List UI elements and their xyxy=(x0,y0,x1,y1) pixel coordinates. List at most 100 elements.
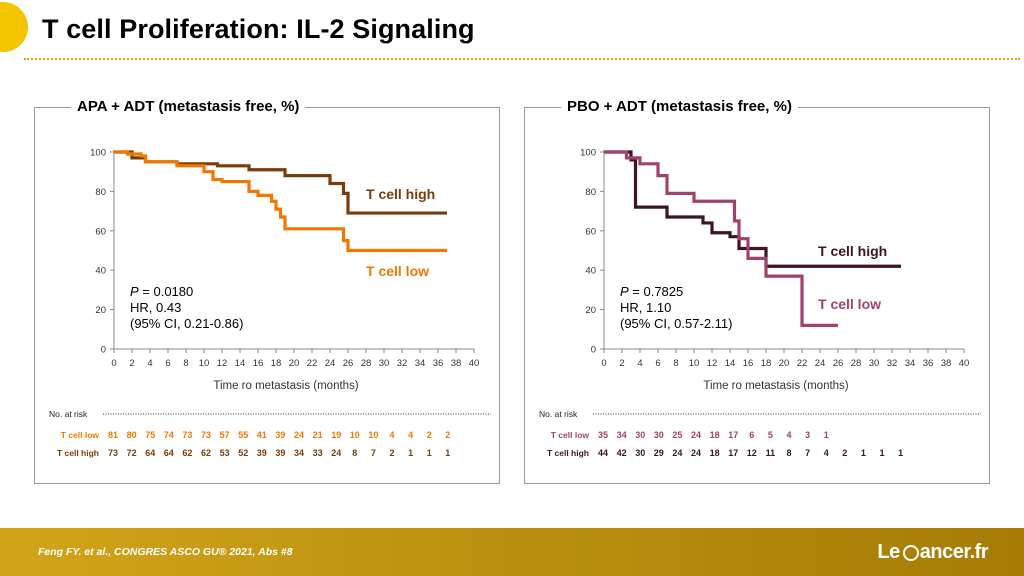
risk-value: 2 xyxy=(427,430,432,440)
series-label-t-cell-high: T cell high xyxy=(366,186,435,202)
x-tick-label: 38 xyxy=(941,358,952,369)
x-tick-label: 38 xyxy=(451,358,462,369)
x-tick-label: 6 xyxy=(655,358,660,369)
risk-value: 8 xyxy=(352,448,357,458)
risk-value: 1 xyxy=(427,448,432,458)
y-tick-label: 80 xyxy=(95,187,106,198)
risk-value: 25 xyxy=(672,430,682,440)
risk-value: 73 xyxy=(201,430,211,440)
risk-value: 1 xyxy=(898,448,903,458)
risk-value: 39 xyxy=(257,448,267,458)
logo-ring-icon xyxy=(902,545,919,561)
risk-value: 24 xyxy=(672,448,682,458)
risk-value: 34 xyxy=(617,430,627,440)
risk-value: 34 xyxy=(294,448,304,458)
risk-value: 73 xyxy=(108,448,118,458)
x-tick-label: 16 xyxy=(743,358,754,369)
risk-value: 24 xyxy=(331,448,341,458)
y-tick-label: 100 xyxy=(90,148,106,159)
risk-value: 72 xyxy=(127,448,137,458)
x-tick-label: 18 xyxy=(271,358,282,369)
risk-value: 33 xyxy=(313,448,323,458)
y-tick-label: 20 xyxy=(95,305,106,316)
risk-value: 24 xyxy=(294,430,304,440)
risk-table-header: No. at risk xyxy=(539,409,578,419)
corner-accent-circle xyxy=(0,2,28,52)
km-curve-t-cell-low xyxy=(114,150,447,253)
stats-line: P = 0.0180 xyxy=(130,284,193,299)
km-panel-pbo: PBO + ADT (metastasis free, %) 0 20 40 60 80… xyxy=(524,98,990,484)
risk-value: 1 xyxy=(445,448,450,458)
y-tick-label: 40 xyxy=(585,266,596,277)
panel-title-pbo: PBO + ADT (metastasis free, %) xyxy=(561,98,798,115)
stats-line: P = 0.7825 xyxy=(620,284,683,299)
risk-value: 62 xyxy=(201,448,211,458)
x-tick-label: 28 xyxy=(361,358,372,369)
risk-value: 2 xyxy=(842,448,847,458)
risk-value: 10 xyxy=(350,430,360,440)
x-tick-label: 24 xyxy=(815,358,826,369)
x-tick-label: 40 xyxy=(959,358,970,369)
risk-row-label: T cell low xyxy=(551,430,590,440)
risk-value: 80 xyxy=(127,430,137,440)
x-tick-label: 34 xyxy=(905,358,916,369)
risk-value: 2 xyxy=(389,448,394,458)
risk-value: 12 xyxy=(747,448,757,458)
risk-value: 18 xyxy=(710,430,720,440)
x-tick-label: 4 xyxy=(637,358,642,369)
x-axis-label: Time ro metastasis (months) xyxy=(213,380,358,392)
x-tick-label: 2 xyxy=(129,358,134,369)
x-tick-label: 12 xyxy=(707,358,718,369)
risk-value: 8 xyxy=(786,448,791,458)
risk-value: 64 xyxy=(145,448,155,458)
x-tick-label: 32 xyxy=(887,358,898,369)
logo-text-post: ancer.fr xyxy=(919,541,989,563)
risk-row-label: T cell low xyxy=(61,430,100,440)
risk-value: 17 xyxy=(728,430,738,440)
panel-title-apa: APA + ADT (metastasis free, %) xyxy=(71,98,306,115)
risk-value: 81 xyxy=(108,430,118,440)
risk-value: 18 xyxy=(710,448,720,458)
x-tick-label: 10 xyxy=(689,358,700,369)
x-tick-label: 14 xyxy=(725,358,736,369)
x-tick-label: 30 xyxy=(379,358,390,369)
risk-value: 17 xyxy=(728,448,738,458)
risk-value: 73 xyxy=(182,430,192,440)
risk-value: 35 xyxy=(598,430,608,440)
risk-value: 52 xyxy=(238,448,248,458)
risk-value: 30 xyxy=(654,430,664,440)
x-tick-label: 30 xyxy=(869,358,880,369)
x-tick-label: 18 xyxy=(761,358,772,369)
y-tick-label: 0 xyxy=(101,345,106,356)
risk-value: 41 xyxy=(257,430,267,440)
risk-value: 57 xyxy=(220,430,230,440)
x-tick-label: 26 xyxy=(833,358,844,369)
y-tick-label: 60 xyxy=(95,226,106,237)
site-logo[interactable]: Le ancer.fr xyxy=(877,541,988,564)
x-tick-label: 20 xyxy=(779,358,790,369)
x-tick-label: 12 xyxy=(217,358,228,369)
x-tick-label: 32 xyxy=(397,358,408,369)
y-tick-label: 0 xyxy=(591,345,596,356)
y-tick-label: 40 xyxy=(95,266,106,277)
risk-value: 3 xyxy=(805,430,810,440)
x-tick-label: 36 xyxy=(433,358,444,369)
x-tick-label: 4 xyxy=(147,358,152,369)
title-divider xyxy=(24,58,1020,60)
risk-value: 4 xyxy=(824,448,829,458)
x-axis-label: Time ro metastasis (months) xyxy=(703,380,848,392)
risk-value: 21 xyxy=(313,430,323,440)
risk-value: 53 xyxy=(220,448,230,458)
page-title: T cell Proliferation: IL-2 Signaling xyxy=(42,14,475,44)
x-tick-label: 8 xyxy=(183,358,188,369)
y-tick-label: 100 xyxy=(580,148,596,159)
x-tick-label: 0 xyxy=(111,358,116,369)
risk-value: 6 xyxy=(749,430,754,440)
x-tick-label: 10 xyxy=(199,358,210,369)
risk-value: 4 xyxy=(389,430,394,440)
risk-value: 74 xyxy=(164,430,174,440)
x-tick-label: 2 xyxy=(619,358,624,369)
series-label-t-cell-high: T cell high xyxy=(818,243,887,259)
y-tick-label: 20 xyxy=(585,305,596,316)
